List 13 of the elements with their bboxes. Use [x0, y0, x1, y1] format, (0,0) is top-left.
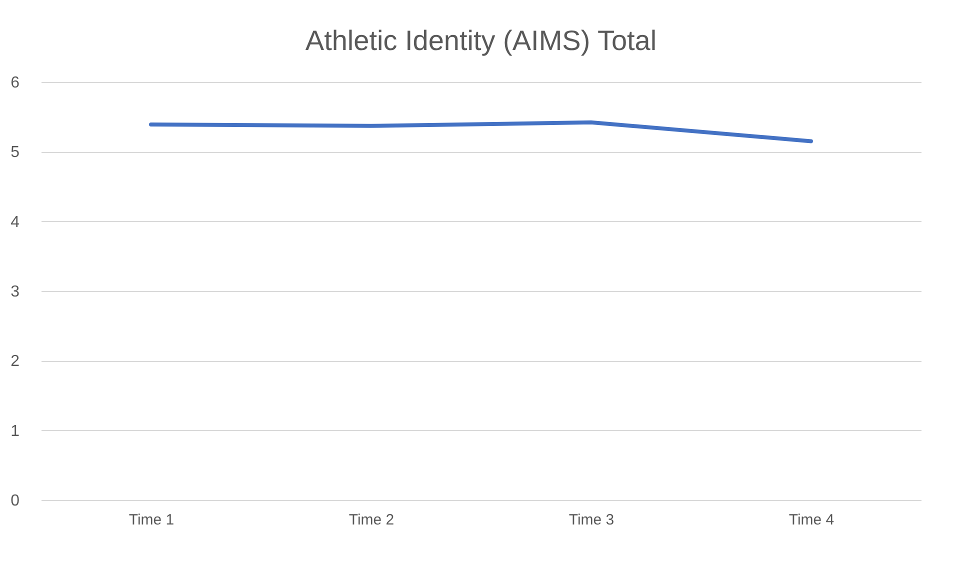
- y-tick-label: 6: [10, 74, 20, 92]
- chart-title: Athletic Identity (AIMS) Total: [305, 25, 657, 56]
- y-tick-label: 2: [10, 353, 20, 370]
- y-tick-label: 1: [10, 422, 20, 440]
- line-series: [149, 120, 813, 144]
- y-tick-label: 3: [10, 284, 20, 300]
- y-tick-label: 4: [10, 214, 20, 231]
- x-tick-label: Time 2: [348, 512, 394, 528]
- x-tick-label: Time 1: [128, 512, 174, 528]
- y-tick-label: 5: [10, 144, 20, 162]
- x-tick-label: Time 3: [568, 512, 614, 528]
- x-tick-label: Time 4: [788, 512, 834, 528]
- y-tick-label: 0: [10, 492, 20, 510]
